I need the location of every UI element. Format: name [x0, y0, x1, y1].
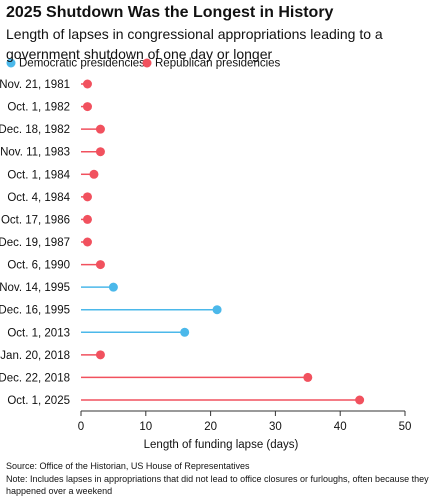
legend-marker: [142, 58, 152, 68]
y-tick-label: Nov. 14, 1995: [0, 282, 70, 294]
y-tick-label: Oct. 1, 2013: [7, 327, 70, 339]
y-tick-label: Oct. 4, 1984: [7, 192, 70, 204]
y-tick-label: Dec. 22, 2018: [0, 372, 70, 384]
y-tick-label: Jan. 20, 2018: [0, 350, 70, 362]
x-tick-label: 40: [334, 421, 347, 433]
dot: [82, 192, 92, 202]
dot: [108, 282, 118, 292]
x-axis-title: Length of funding lapse (days): [144, 439, 299, 451]
x-tick-label: 30: [269, 421, 282, 433]
y-tick-label: Oct. 6, 1990: [7, 260, 70, 272]
y-tick-label: Nov. 11, 1983: [0, 147, 70, 159]
dot: [180, 327, 190, 337]
x-tick-label: 50: [399, 421, 412, 433]
y-tick-label: Oct. 17, 1986: [1, 214, 70, 226]
x-tick-label: 0: [78, 421, 84, 433]
y-tick-label: Oct. 1, 1984: [7, 169, 70, 181]
x-tick-label: 10: [139, 421, 152, 433]
note: Note: Includes lapses in appropriations …: [6, 474, 429, 496]
y-tick-label: Dec. 18, 1982: [0, 124, 70, 136]
source: Source: Office of the Historian, US Hous…: [6, 461, 250, 471]
y-tick-label: Dec. 19, 1987: [0, 237, 70, 249]
y-tick-label: Dec. 16, 1995: [0, 305, 70, 317]
legend-label: Republican presidencies: [155, 58, 281, 70]
dot: [95, 147, 105, 157]
legend-marker: [6, 58, 16, 68]
dot: [82, 102, 92, 112]
dot: [355, 395, 365, 405]
dot: [89, 169, 99, 179]
y-tick-label: Oct. 1, 1982: [7, 102, 70, 114]
y-tick-label: Oct. 1, 2025: [7, 395, 70, 407]
dot: [95, 260, 105, 270]
chart-subtitle: Length of lapses in congressional approp…: [6, 26, 383, 62]
y-tick-label: Nov. 21, 1981: [0, 79, 70, 91]
dot: [303, 372, 313, 382]
dot: [212, 305, 222, 315]
dot: [82, 79, 92, 89]
dot: [82, 237, 92, 247]
chart-title: 2025 Shutdown Was the Longest in History: [6, 4, 334, 21]
dot: [95, 124, 105, 134]
dot: [95, 350, 105, 360]
x-tick-label: 20: [204, 421, 217, 433]
dot: [82, 214, 92, 224]
legend-label: Democratic presidencies: [19, 58, 145, 70]
